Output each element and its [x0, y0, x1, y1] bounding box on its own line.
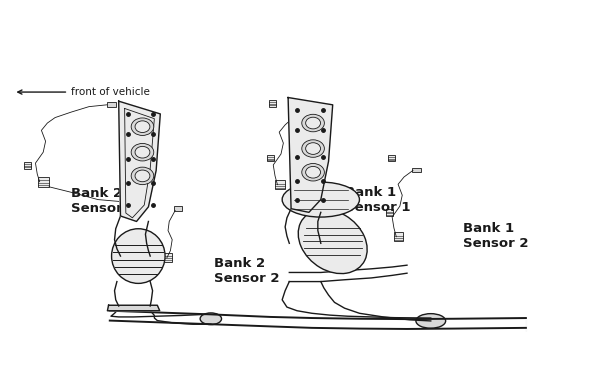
Ellipse shape: [416, 314, 446, 328]
Bar: [38, 176, 49, 187]
Ellipse shape: [135, 147, 150, 158]
Bar: [162, 253, 172, 262]
Ellipse shape: [305, 143, 320, 154]
Ellipse shape: [135, 121, 150, 132]
Ellipse shape: [135, 170, 150, 182]
Ellipse shape: [302, 140, 325, 157]
Bar: [174, 206, 182, 211]
Bar: [388, 155, 395, 161]
Ellipse shape: [302, 164, 325, 181]
Text: front of vehicle: front of vehicle: [18, 87, 150, 97]
Ellipse shape: [282, 182, 359, 217]
Ellipse shape: [305, 117, 320, 129]
Ellipse shape: [200, 313, 221, 324]
Bar: [268, 155, 274, 161]
Ellipse shape: [131, 118, 154, 135]
Polygon shape: [119, 101, 160, 221]
Ellipse shape: [305, 166, 320, 178]
Ellipse shape: [131, 167, 154, 185]
Text: Bank 2
Sensor 1: Bank 2 Sensor 1: [71, 187, 137, 215]
Bar: [294, 113, 304, 118]
Text: Bank 1
Sensor 2: Bank 1 Sensor 2: [463, 222, 529, 250]
Bar: [275, 180, 284, 189]
Bar: [394, 232, 403, 242]
Ellipse shape: [131, 144, 154, 161]
Polygon shape: [288, 98, 332, 212]
Polygon shape: [107, 305, 160, 311]
Bar: [23, 162, 31, 169]
Bar: [412, 168, 421, 172]
Text: Bank 2
Sensor 2: Bank 2 Sensor 2: [214, 257, 280, 285]
Ellipse shape: [302, 114, 325, 132]
Text: Bank 1
Sensor 1: Bank 1 Sensor 1: [344, 186, 410, 213]
Bar: [269, 100, 276, 107]
Ellipse shape: [298, 209, 367, 273]
Bar: [386, 209, 394, 216]
Ellipse shape: [112, 229, 165, 283]
Bar: [107, 102, 116, 107]
